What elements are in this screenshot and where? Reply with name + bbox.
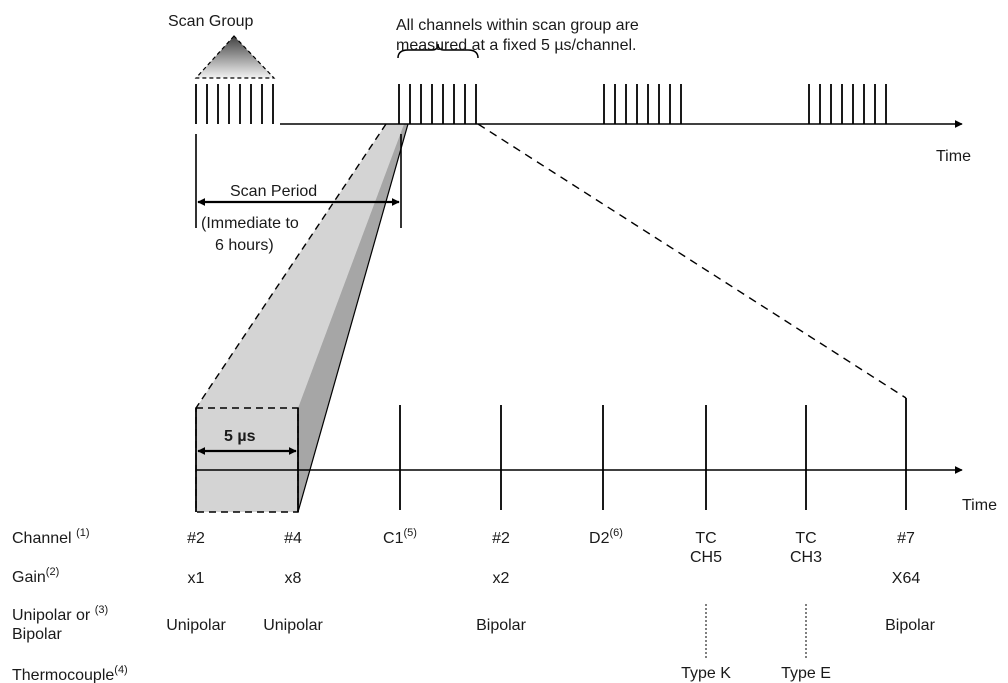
bottom-timeline: Time 5 µs xyxy=(195,398,997,660)
slot-8-polarity: Bipolar xyxy=(885,617,935,634)
row-label-polarity-line2: Bipolar xyxy=(12,626,62,643)
slot-4-gain: x2 xyxy=(493,570,510,587)
scan-group-triangle xyxy=(194,35,276,79)
slot-2-gain: x8 xyxy=(285,570,302,587)
row-label-gain: Gain(2) xyxy=(12,566,59,586)
slot-7-channel-line1: TC xyxy=(795,530,816,547)
slot-8-channel: #7 xyxy=(897,530,915,547)
row-label-polarity-line1: Unipolar or (3) xyxy=(12,604,108,624)
zoomed-interval-box xyxy=(195,407,299,513)
scan-group-marker xyxy=(194,35,276,79)
scan-group-1 xyxy=(195,84,274,124)
zoom-beam-edge-left xyxy=(195,123,387,409)
row-label-channel: Channel (1) xyxy=(12,527,90,547)
slot-6-channel-line2: CH5 xyxy=(690,549,722,566)
slot-6-channel-line1: TC xyxy=(695,530,716,547)
scan-period-range-line2: 6 hours) xyxy=(215,237,274,254)
slot-3-channel: C1(5) xyxy=(383,527,417,547)
slot-1-gain: x1 xyxy=(188,570,205,587)
scan-period-indicator: Scan Period (Immediate to 6 hours) xyxy=(195,134,402,254)
bottom-time-label: Time xyxy=(962,497,997,514)
row-label-thermocouple: Thermocouple(4) xyxy=(12,664,128,683)
zoom-guide-dashed xyxy=(477,123,907,399)
slot-1-polarity: Unipolar xyxy=(166,617,226,634)
zoom-beam-edge-right xyxy=(297,123,409,513)
scan-group-brace xyxy=(397,43,479,59)
top-timeline: Time Scan Group xyxy=(168,13,971,165)
scan-period-label: Scan Period xyxy=(230,183,317,200)
scan-period-range-line1: (Immediate to xyxy=(201,215,299,232)
slot-4-channel: #2 xyxy=(492,530,510,547)
top-time-label: Time xyxy=(936,148,971,165)
slot-values: #2 x1 Unipolar #4 x8 Unipolar C1(5) #2 x… xyxy=(166,527,935,682)
scan-group-2 xyxy=(398,84,477,124)
slot-1-channel: #2 xyxy=(187,530,205,547)
slot-7-thermocouple: Type E xyxy=(781,665,831,682)
zoom-beam-light xyxy=(196,124,404,408)
zoom-projection xyxy=(195,123,907,513)
slot-7-channel-line2: CH3 xyxy=(790,549,822,566)
slot-2-channel: #4 xyxy=(284,530,302,547)
scan-group-3 xyxy=(603,84,682,124)
scan-group-label: Scan Group xyxy=(168,13,253,30)
slot-2-polarity: Unipolar xyxy=(263,617,323,634)
slot-6-thermocouple: Type K xyxy=(681,665,731,682)
slot-ticks xyxy=(195,398,907,512)
fixed-rate-note-line1: All channels within scan group are xyxy=(396,17,639,34)
fixed-rate-note-line2: measured at a fixed 5 µs/channel. xyxy=(396,37,636,54)
interval-label: 5 µs xyxy=(224,428,256,445)
thermocouple-leaders xyxy=(705,604,807,660)
slot-5-channel: D2(6) xyxy=(589,527,623,547)
scan-group-4 xyxy=(808,84,887,124)
slot-4-polarity: Bipolar xyxy=(476,617,526,634)
row-labels: Channel (1) Gain(2) Unipolar or (3) Bipo… xyxy=(12,527,128,683)
slot-8-gain: X64 xyxy=(892,570,921,587)
